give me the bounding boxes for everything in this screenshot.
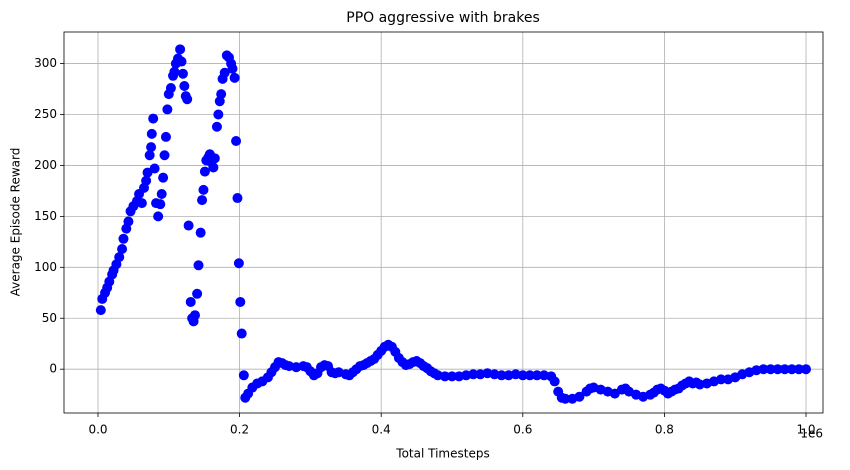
point <box>114 252 125 263</box>
x-tick-label: 0.6 <box>513 423 532 437</box>
y-tick-label: 250 <box>34 107 57 121</box>
point <box>531 370 542 381</box>
x-axis-label: Total Timesteps <box>395 447 489 461</box>
x-offset-label: 1e6 <box>800 427 823 441</box>
y-tick-label: 300 <box>34 56 57 70</box>
point <box>549 376 560 387</box>
point <box>765 364 776 375</box>
point <box>95 305 106 316</box>
y-tick-label: 0 <box>49 362 57 376</box>
x-tick-label: 0.8 <box>655 423 674 437</box>
point <box>155 199 166 210</box>
plot-frame <box>63 31 824 414</box>
point <box>574 391 585 402</box>
y-tick-label: 50 <box>42 311 57 325</box>
y-tick-label: 200 <box>34 158 57 172</box>
x-tick-label: 0.4 <box>372 423 391 437</box>
point <box>524 370 535 381</box>
point <box>117 243 128 254</box>
point <box>158 172 169 183</box>
point <box>197 195 208 206</box>
point <box>560 393 571 404</box>
point <box>195 227 206 238</box>
point <box>211 121 222 132</box>
point <box>199 166 210 177</box>
point <box>165 83 176 94</box>
point <box>219 67 230 78</box>
point <box>439 371 450 382</box>
point <box>227 63 238 74</box>
point <box>772 364 783 375</box>
point <box>175 44 186 55</box>
point <box>208 162 219 173</box>
point <box>144 150 155 161</box>
point <box>153 211 164 222</box>
point <box>160 131 171 142</box>
point <box>786 364 797 375</box>
point <box>159 150 170 161</box>
chart-title: PPO aggressive with brakes <box>346 10 539 26</box>
point <box>232 193 243 204</box>
point <box>446 371 457 382</box>
point <box>189 310 200 321</box>
point <box>193 260 204 271</box>
point <box>183 220 194 231</box>
point <box>198 184 209 195</box>
point <box>716 374 727 385</box>
point <box>136 198 147 209</box>
point <box>149 163 160 174</box>
point <box>169 66 180 77</box>
point <box>182 94 193 105</box>
point <box>176 56 187 67</box>
point <box>156 188 167 199</box>
point <box>213 109 224 120</box>
point <box>793 364 804 375</box>
point <box>236 328 247 339</box>
point <box>235 296 246 307</box>
point <box>148 113 159 124</box>
point <box>141 175 152 186</box>
x-tick-label: 1.0 <box>796 423 815 437</box>
point <box>179 80 190 91</box>
point <box>216 89 227 100</box>
point <box>496 370 507 381</box>
point <box>162 104 173 115</box>
point <box>123 216 134 227</box>
x-tick-label: 0.2 <box>230 423 249 437</box>
point <box>801 364 812 375</box>
y-axis-label: Average Episode Reward <box>9 148 23 297</box>
point <box>118 233 129 244</box>
point <box>229 72 240 83</box>
point <box>146 142 157 153</box>
y-tick-label: 100 <box>34 260 57 274</box>
point <box>209 153 220 164</box>
point <box>758 364 769 375</box>
point <box>192 288 203 299</box>
point <box>517 370 528 381</box>
y-tick-label: 150 <box>34 209 57 223</box>
point <box>238 370 249 381</box>
point <box>185 296 196 307</box>
point <box>231 136 242 147</box>
point <box>779 364 790 375</box>
point <box>177 68 188 79</box>
x-tick-label: 0.0 <box>88 423 107 437</box>
point <box>146 128 157 139</box>
point <box>468 369 479 380</box>
point <box>233 258 244 269</box>
